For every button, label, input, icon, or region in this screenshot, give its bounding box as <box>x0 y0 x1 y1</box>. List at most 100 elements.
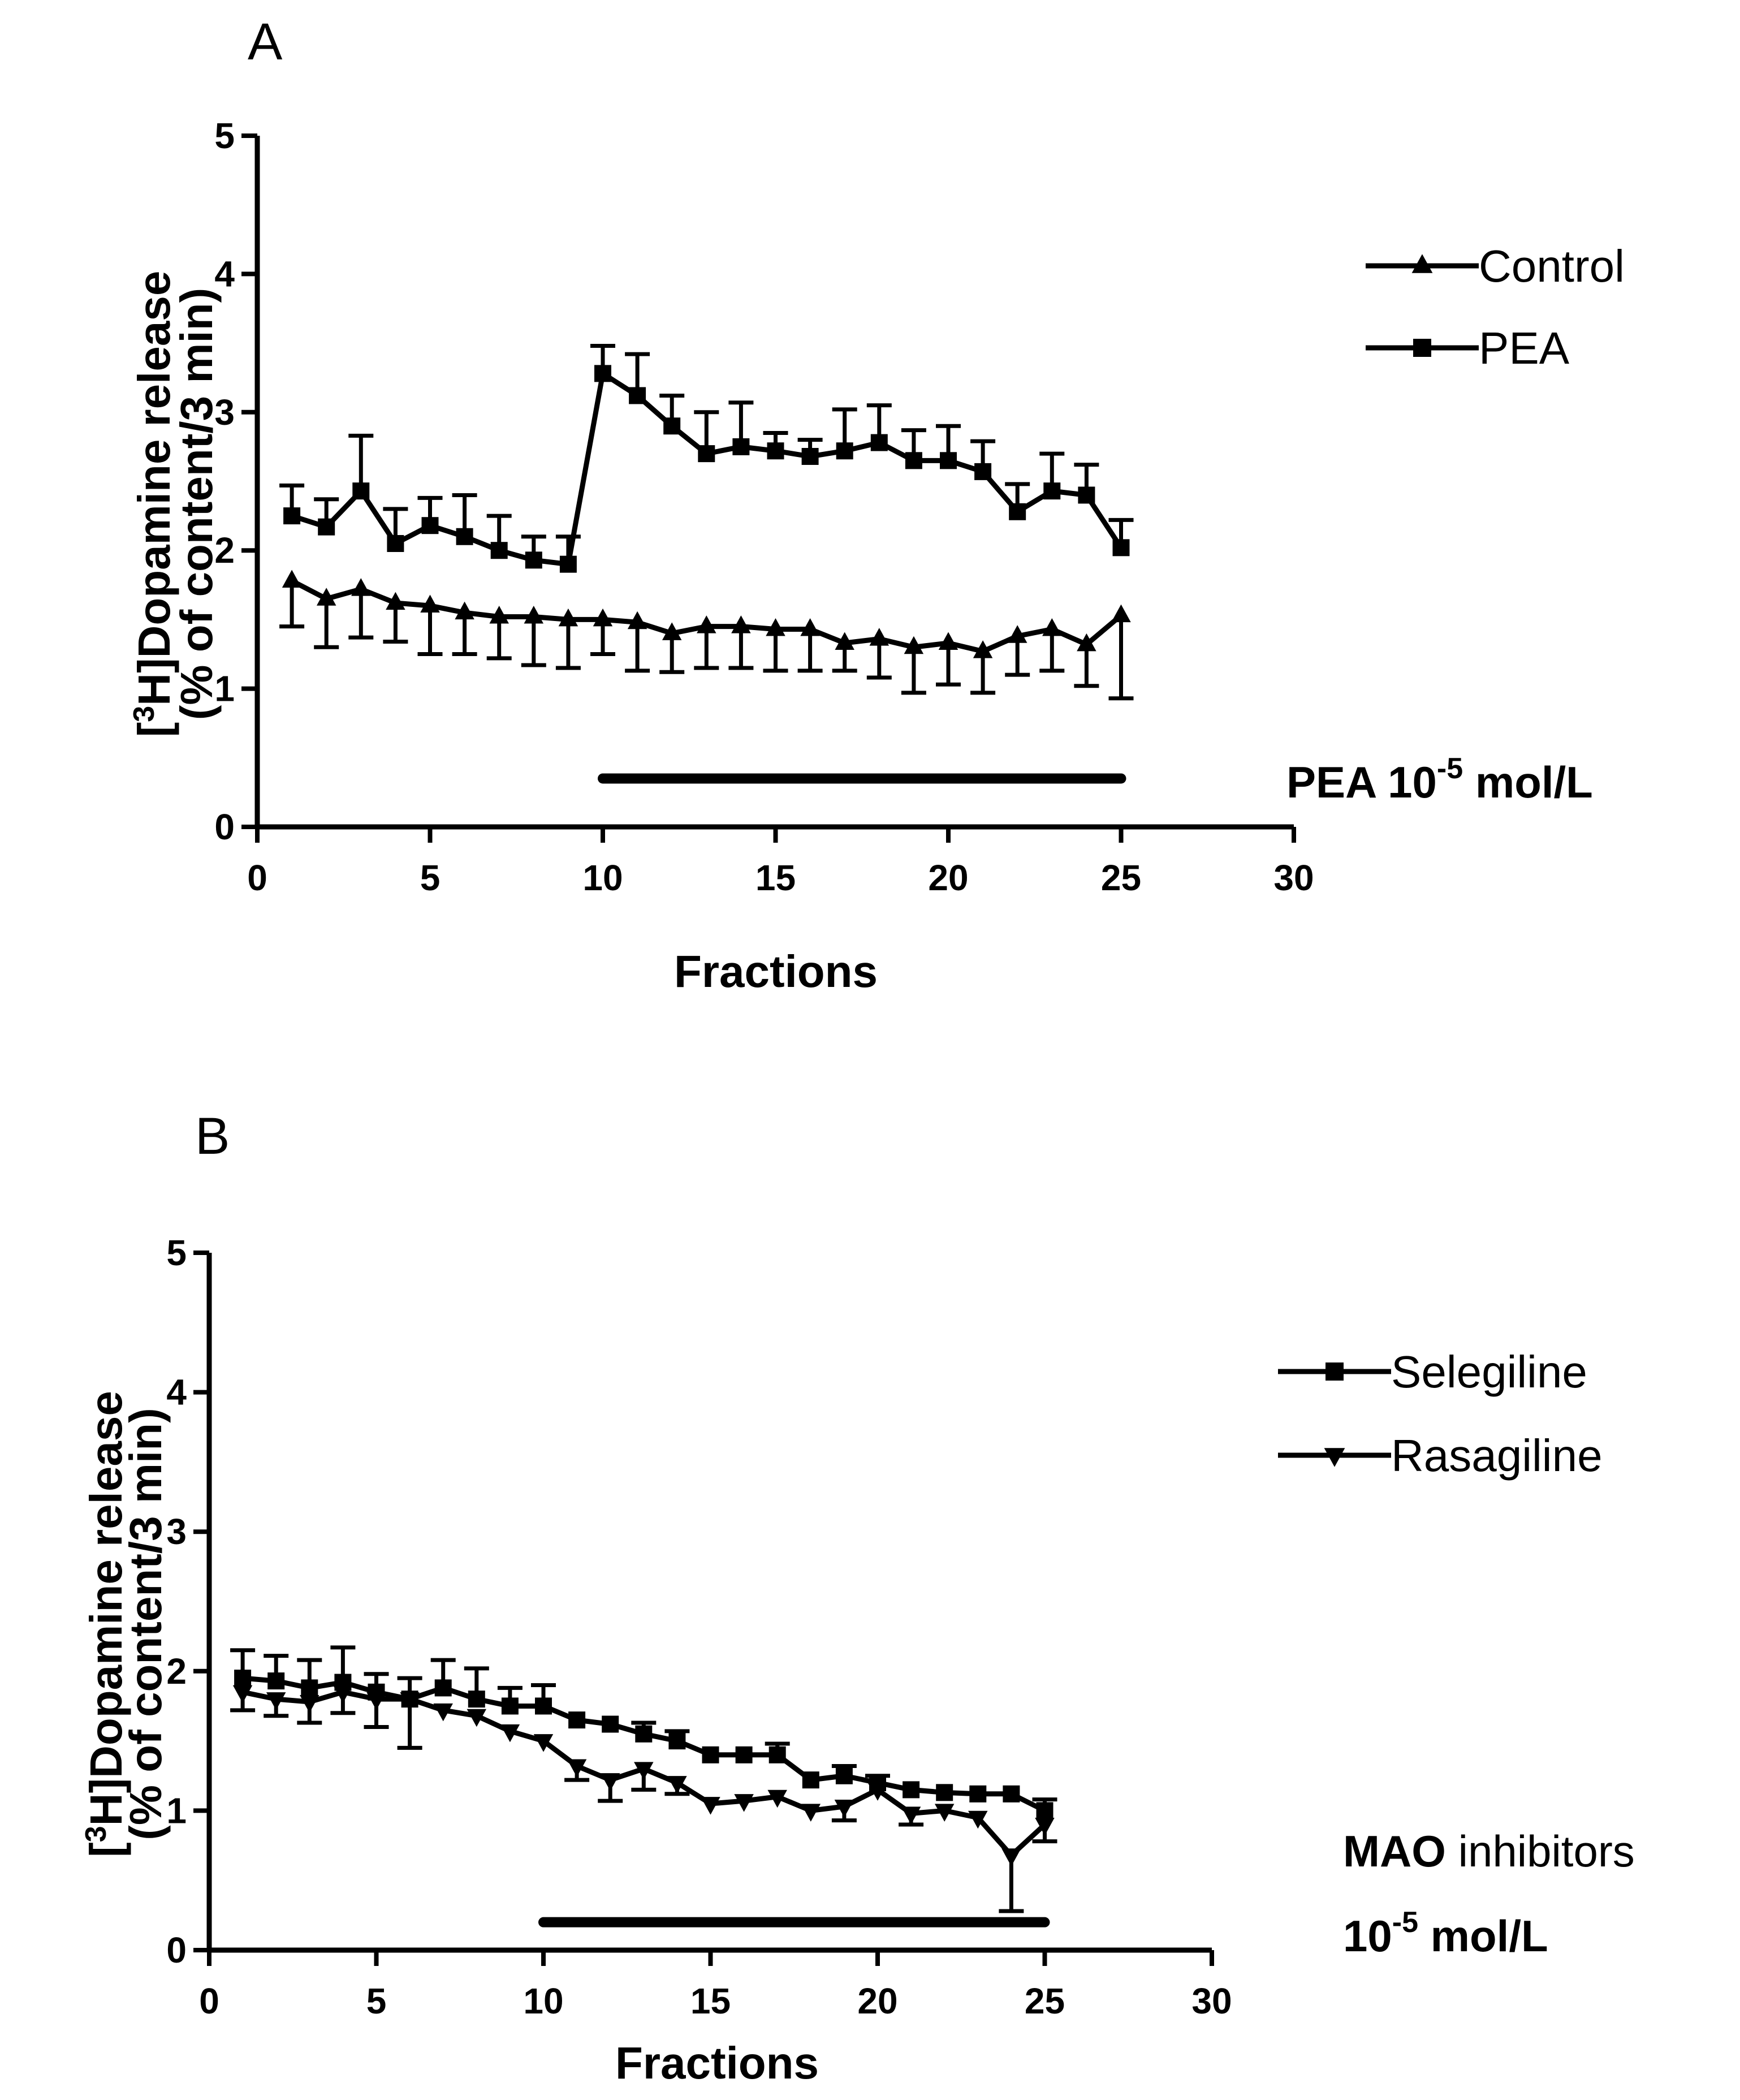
panel-a-series-control-point <box>835 632 854 650</box>
panel-a-series-control-point <box>1042 618 1062 636</box>
panel-a-series-pea-point <box>940 452 957 469</box>
panel-a-legend-label: PEA <box>1479 323 1570 373</box>
panel-a-series-control-point <box>386 592 405 610</box>
panel-b-series-rasagiline-point <box>467 1709 487 1727</box>
panel-a-series-control-point <box>1077 633 1096 652</box>
panel-a-series-pea-point <box>1078 486 1095 504</box>
panel-a-letter: A <box>248 13 283 71</box>
panel-b-series-rasagiline-point <box>600 1773 620 1791</box>
panel-b-series-rasagiline-point <box>767 1789 787 1808</box>
panel-a-series-pea-point <box>732 438 750 455</box>
panel-b-series-rasagiline-point <box>701 1797 720 1815</box>
panel-b-series-selegiline-point <box>568 1711 586 1729</box>
panel-b-series-selegiline-point <box>535 1697 552 1715</box>
panel-b-series-rasagiline-point <box>533 1734 554 1752</box>
panel-a-series-pea-point <box>836 442 853 460</box>
panel-b-series-selegiline-point <box>635 1725 653 1743</box>
panel-b-series-selegiline-point <box>1003 1785 1020 1803</box>
panel-b-series-selegiline-point <box>969 1785 987 1803</box>
panel-b-series-rasagiline-point <box>366 1692 386 1710</box>
panel-a-series-control-point <box>697 615 716 633</box>
panel-b-series-rasagiline-point <box>1001 1848 1021 1866</box>
panel-a-series-pea-point <box>767 442 784 460</box>
panel-b-x-tick-label: 25 <box>1025 1981 1065 2021</box>
panel-a-series-pea-point <box>1112 539 1130 557</box>
panel-a-series-control-point <box>938 632 958 650</box>
panel-a-series-pea-point <box>421 517 439 534</box>
panel-b-y-tick-label: 5 <box>166 1232 187 1273</box>
panel-b-series-rasagiline-point <box>934 1804 955 1822</box>
panel-a-series-control <box>279 570 1134 701</box>
panel-a-series-control-point <box>420 594 440 613</box>
panel-a-series-pea-point <box>905 452 922 469</box>
panel-b-series-selegiline-point <box>802 1771 819 1789</box>
panel-b-series-selegiline-point <box>234 1670 252 1687</box>
panel-b-series-rasagiline-point <box>333 1685 353 1704</box>
panel-b-series-selegiline-point <box>936 1784 953 1801</box>
panel-a-series-control-point <box>282 570 302 588</box>
panel-b-series-selegiline-point <box>702 1746 719 1763</box>
panel-b-legend-label: Selegiline <box>1391 1347 1587 1397</box>
panel-a-series-pea-point <box>352 482 370 500</box>
panel-b-series-rasagiline-point <box>400 1692 420 1710</box>
panel-b-series-rasagiline <box>230 1685 1057 1913</box>
panel-a-series-control-point <box>766 618 785 636</box>
panel-a-x-tick-label: 20 <box>928 857 968 898</box>
panel-a-series-control-point <box>524 606 544 624</box>
panel-b-series-selegiline-point <box>668 1732 686 1750</box>
panel-a-series-pea-point <box>698 445 715 463</box>
panel-a-y-axis-subtitle: (% of content/3 min) <box>171 288 222 720</box>
panel-a-series-pea-point <box>594 365 611 382</box>
panel-b-x-tick-label: 10 <box>523 1981 563 2021</box>
panel-a: A 0 1 2 3 4 5 0 5 10 15 20 25 30 Fractions [3H]Dopamine… <box>128 13 1625 997</box>
panel-a-series-pea-point <box>870 434 888 451</box>
panel-b-x-axis-title: Fractions <box>615 2038 819 2088</box>
panel-a-series-control-point <box>1007 625 1027 643</box>
panel-a-y-tick-label: 5 <box>214 115 235 156</box>
panel-a-x-axis-title: Fractions <box>674 946 878 997</box>
panel-a-x-tick-label: 5 <box>420 857 441 898</box>
panel-b-series-selegiline-point <box>434 1679 452 1697</box>
panel-b-series-selegiline-point <box>301 1679 318 1697</box>
panel-a-series-pea-point <box>525 551 542 569</box>
panel-a-series-control-point <box>869 628 890 646</box>
panel-b-series-rasagiline-point <box>968 1810 988 1829</box>
panel-a-series-control-point <box>1111 604 1131 623</box>
panel-a-series-control-point <box>731 615 751 633</box>
panel-b-series-selegiline <box>230 1645 1057 1819</box>
panel-a-legend-pea: PEA <box>1366 323 1570 373</box>
panel-b-series-rasagiline-point <box>634 1762 654 1780</box>
panel-a-x-tick-label: 0 <box>247 857 267 898</box>
panel-a-series-control-point <box>800 618 820 636</box>
panel-b-y-axis-subtitle: (% of content/3 min) <box>120 1408 171 1840</box>
panel-a-series-pea-line <box>291 370 1124 567</box>
panel-a-series-pea-point <box>559 555 577 573</box>
panel-a-series-pea-point <box>1043 482 1061 500</box>
panel-b-series-selegiline-point <box>735 1746 753 1763</box>
panel-a-legend-marker <box>1411 254 1433 273</box>
panel-a-series-pea <box>279 343 1134 573</box>
panel-a-y-tick-label: 3 <box>214 392 235 433</box>
panel-b-series-selegiline-point <box>768 1746 786 1763</box>
panel-b-series-rasagiline-point <box>867 1783 888 1801</box>
panel-b-series-selegiline-point <box>468 1691 485 1708</box>
panel-b-y-tick-label: 0 <box>166 1930 187 1970</box>
panel-a-series-control-point <box>593 608 613 627</box>
panel-b-legend-rasagiline: Rasagiline <box>1278 1430 1603 1481</box>
panel-b-series-selegiline-point <box>903 1781 920 1799</box>
panel-b-series-rasagiline-point <box>300 1695 319 1713</box>
panel-b-x-tick-label: 0 <box>199 1981 219 2021</box>
panel-b-series-rasagiline-point <box>433 1703 453 1722</box>
panel-b-series-rasagiline-point <box>500 1724 520 1743</box>
panel-b-series-selegiline-point <box>602 1715 619 1733</box>
panel-b-treatment-label: MAO inhibitors <box>1343 1826 1635 1876</box>
panel-a-series-pea-point <box>490 542 508 559</box>
panel-b-series-rasagiline-point <box>232 1685 253 1704</box>
panel-a-series-control-point <box>904 636 924 654</box>
panel-b-y-tick-label: 4 <box>166 1372 187 1413</box>
panel-a-series-control-point <box>489 606 509 624</box>
panel-b-y-tick-label: 1 <box>166 1790 187 1831</box>
panel-a-series-control-point <box>455 601 474 620</box>
panel-a-y-tick-label: 1 <box>214 669 235 709</box>
